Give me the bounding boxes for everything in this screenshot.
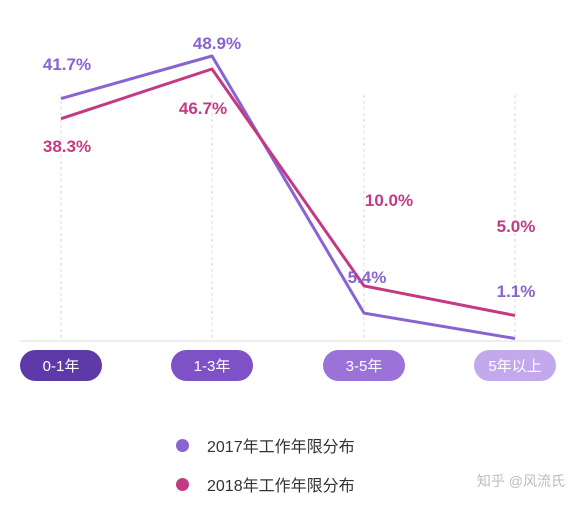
data-label-2017-2: 5.4% — [348, 268, 387, 287]
watermark: 知乎 @风流氏 — [476, 473, 565, 489]
category-label-3: 5年以上 — [488, 358, 541, 375]
category-pills: 0-1年 1-3年 3-5年 5年以上 — [20, 350, 556, 381]
legend-label-2017: 2017年工作年限分布 — [207, 439, 355, 456]
category-pill-bg-2 — [323, 350, 405, 381]
legend-dot-2018 — [176, 477, 189, 491]
data-label-2018-3: 5.0% — [497, 217, 536, 236]
data-label-2017-0: 41.7% — [43, 55, 91, 74]
category-pill-bg-3 — [474, 350, 556, 381]
category-pill-bg-1 — [171, 350, 253, 381]
category-pill-1: 1-3年 — [171, 350, 253, 381]
data-labels: 41.7% 48.9% 5.4% 1.1% 38.3% 46.7% 10.0% 5.0% — [43, 34, 535, 301]
vertical-guides — [60, 95, 516, 338]
legend-item-2017: 2017年工作年限分布 — [176, 432, 355, 458]
data-label-2018-0: 38.3% — [43, 137, 91, 156]
category-pill-3: 5年以上 — [474, 350, 556, 381]
series-lines — [60, 54, 516, 340]
data-label-2017-1: 48.9% — [193, 34, 241, 53]
legend: 2017年工作年限分布 2018年工作年限分布 — [176, 432, 355, 510]
category-pill-bg-0 — [20, 350, 102, 381]
category-pill-0: 0-1年 — [20, 350, 102, 381]
data-label-2017-3: 1.1% — [497, 282, 536, 301]
series-line-2018 — [60, 67, 516, 317]
category-pill-2: 3-5年 — [323, 350, 405, 381]
category-label-1: 1-3年 — [194, 358, 231, 375]
data-label-2018-1: 46.7% — [179, 99, 227, 118]
category-label-2: 3-5年 — [346, 358, 383, 375]
series-line-2017 — [60, 54, 516, 340]
line-chart: 41.7% 48.9% 5.4% 1.1% 38.3% 46.7% 10.0% 5.0% 0-… — [20, 34, 561, 381]
data-label-2018-2: 10.0% — [365, 191, 413, 210]
legend-label-2018: 2018年工作年限分布 — [207, 478, 355, 495]
legend-dot-2017 — [176, 438, 189, 452]
category-label-0: 0-1年 — [43, 358, 80, 375]
legend-item-2018: 2018年工作年限分布 — [176, 471, 355, 497]
